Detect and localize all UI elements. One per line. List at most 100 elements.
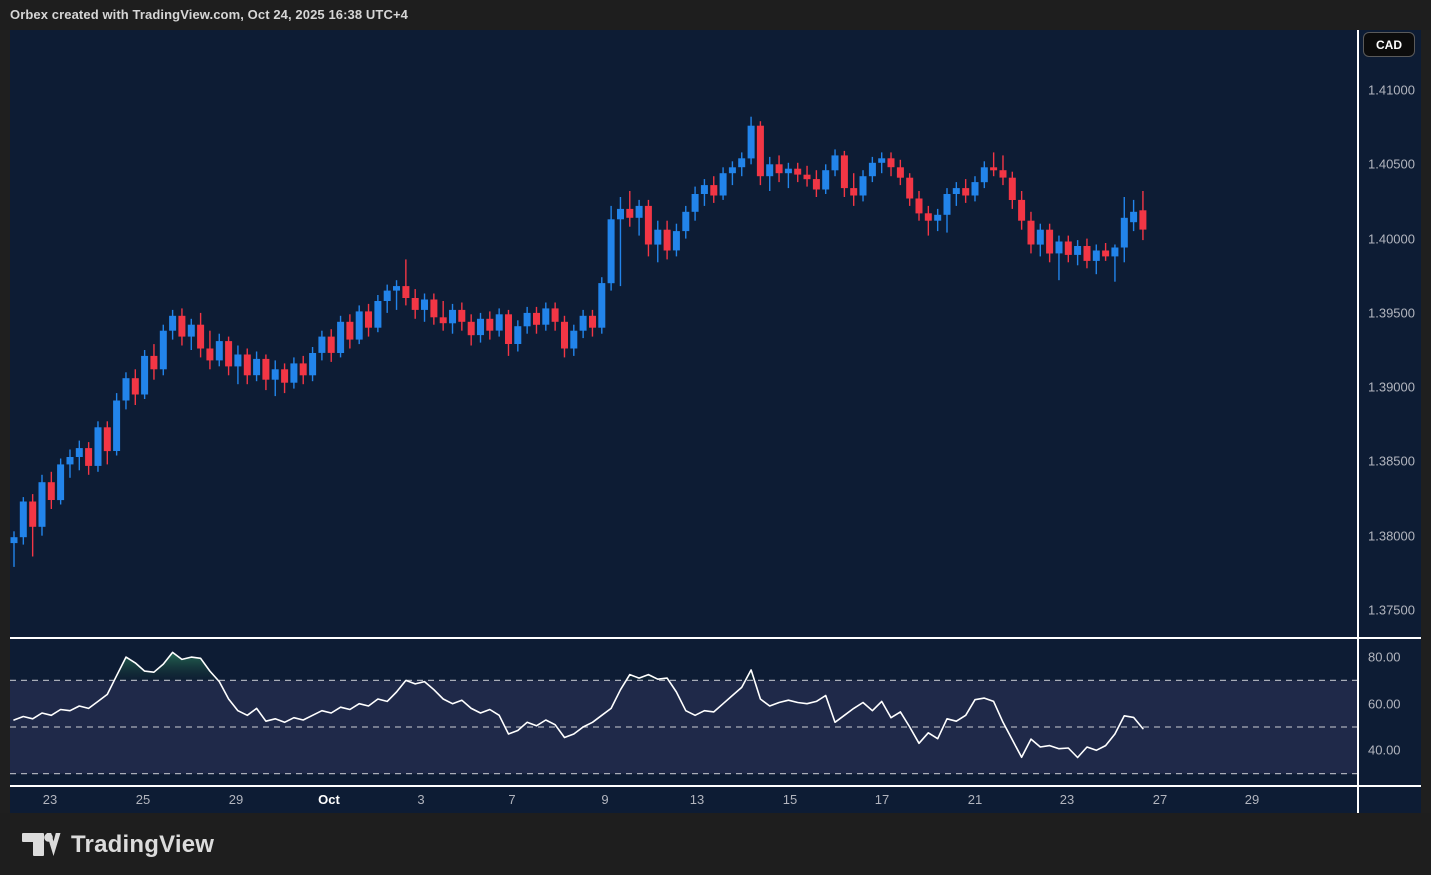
candle-body bbox=[113, 400, 121, 451]
candle-body bbox=[57, 464, 65, 501]
time-tick-label: 7 bbox=[508, 792, 516, 807]
candle-body bbox=[94, 427, 102, 466]
candle-body bbox=[1036, 229, 1044, 245]
price-tick-label: 1.39000 bbox=[1368, 379, 1415, 395]
candle-body bbox=[215, 341, 223, 361]
candle-body bbox=[756, 125, 764, 177]
time-tick-label: 17 bbox=[874, 792, 890, 807]
candle-body bbox=[1102, 250, 1110, 257]
time-tick-label: 3 bbox=[417, 792, 425, 807]
time-tick-label: Oct bbox=[318, 792, 340, 807]
candle-body bbox=[122, 378, 130, 401]
rsi-overbought-fill bbox=[114, 652, 219, 681]
symbol-currency-badge[interactable]: CAD bbox=[1363, 32, 1415, 57]
candle-body bbox=[374, 301, 382, 328]
candle-body bbox=[477, 318, 484, 336]
candle-body bbox=[1055, 241, 1063, 254]
candle-body bbox=[952, 188, 960, 194]
time-tick-label: 23 bbox=[42, 792, 58, 807]
candle-body bbox=[1139, 210, 1147, 230]
tradingview-logo[interactable]: TradingView bbox=[22, 828, 214, 862]
candle-body bbox=[75, 448, 83, 457]
candle-body bbox=[1018, 199, 1026, 221]
candlestick-pane[interactable] bbox=[10, 30, 1357, 637]
candle-body bbox=[1092, 250, 1100, 261]
pane-divider[interactable] bbox=[10, 637, 1421, 639]
time-tick-label: 23 bbox=[1059, 792, 1075, 807]
time-tick-label: 9 bbox=[601, 792, 609, 807]
candle-body bbox=[421, 299, 428, 310]
candle-body bbox=[635, 205, 643, 218]
candle-body bbox=[1083, 246, 1091, 261]
candle-body bbox=[570, 330, 578, 349]
price-tick-label: 1.40500 bbox=[1368, 156, 1415, 172]
candle-body bbox=[831, 155, 839, 171]
candle-body bbox=[654, 229, 662, 245]
candle-body bbox=[934, 214, 942, 221]
candle-body bbox=[943, 194, 951, 215]
candle-body bbox=[728, 167, 736, 174]
candle-body bbox=[393, 286, 400, 291]
rsi-tick-label: 60.00 bbox=[1368, 696, 1401, 712]
time-tick-label: 25 bbox=[135, 792, 151, 807]
price-tick-label: 1.38000 bbox=[1368, 528, 1415, 544]
candle-body bbox=[999, 170, 1007, 178]
candle-body bbox=[710, 185, 718, 196]
chart-widget: 23 25 29 Oct 3 7 9 13 15 17 21 23 27 29 CAD 1.41000 1.… bbox=[10, 30, 1421, 813]
candle-body bbox=[337, 321, 345, 353]
footer-bar: TradingView bbox=[0, 813, 1431, 875]
candle-body bbox=[439, 317, 447, 324]
candle-body bbox=[66, 457, 74, 465]
price-axis-divider[interactable] bbox=[1357, 30, 1359, 813]
candle-body bbox=[197, 324, 205, 349]
candle-body bbox=[589, 315, 596, 328]
candle-body bbox=[271, 369, 279, 380]
candle-body bbox=[47, 482, 55, 500]
time-tick-label: 29 bbox=[228, 792, 244, 807]
candle-body bbox=[85, 448, 93, 466]
chart-title: Orbex created with TradingView.com, Oct … bbox=[10, 7, 408, 22]
candle-body bbox=[962, 188, 970, 196]
rsi-overbought-fill bbox=[626, 674, 669, 681]
time-axis-divider[interactable] bbox=[10, 785, 1421, 787]
candle-body bbox=[878, 158, 886, 163]
price-axis[interactable]: CAD 1.41000 1.40500 1.40000 1.39500 1.39000 1… bbox=[1359, 30, 1421, 813]
candle-body bbox=[141, 355, 149, 395]
candle-body bbox=[626, 208, 634, 218]
price-tick-label: 1.37500 bbox=[1368, 602, 1415, 618]
candle-body bbox=[850, 188, 858, 196]
candle-body bbox=[1008, 177, 1016, 200]
candle-body bbox=[784, 168, 792, 174]
time-tick-label: 29 bbox=[1244, 792, 1260, 807]
candle-body bbox=[561, 321, 568, 349]
candle-body bbox=[402, 286, 410, 298]
tradingview-logo-icon bbox=[22, 833, 61, 856]
candle-body bbox=[38, 482, 46, 527]
candle-body bbox=[159, 330, 167, 370]
candle-body bbox=[663, 229, 671, 251]
candle-body bbox=[411, 298, 419, 310]
candle-body bbox=[327, 336, 335, 353]
candle-body bbox=[747, 125, 755, 159]
rsi-pane[interactable] bbox=[10, 639, 1357, 785]
candle-body bbox=[644, 205, 652, 245]
candle-body bbox=[840, 155, 848, 189]
candle-body bbox=[1130, 211, 1138, 223]
candle-body bbox=[1111, 247, 1119, 257]
candle-body bbox=[290, 363, 298, 383]
candle-body bbox=[486, 318, 494, 331]
candle-body bbox=[1064, 241, 1072, 255]
candle-body bbox=[691, 194, 699, 212]
candle-body bbox=[579, 315, 587, 331]
candle-body bbox=[103, 427, 111, 452]
candle-body bbox=[495, 314, 503, 331]
price-tick-label: 1.38500 bbox=[1368, 453, 1415, 469]
candle-body bbox=[1120, 217, 1128, 248]
candle-body bbox=[234, 354, 242, 367]
candle-body bbox=[971, 182, 979, 196]
candle-body bbox=[738, 158, 746, 168]
candle-body bbox=[1027, 220, 1035, 245]
time-axis[interactable]: 23 25 29 Oct 3 7 9 13 15 17 21 23 27 29 bbox=[10, 787, 1357, 813]
candle-body bbox=[19, 501, 27, 538]
candle-body bbox=[1074, 246, 1082, 255]
